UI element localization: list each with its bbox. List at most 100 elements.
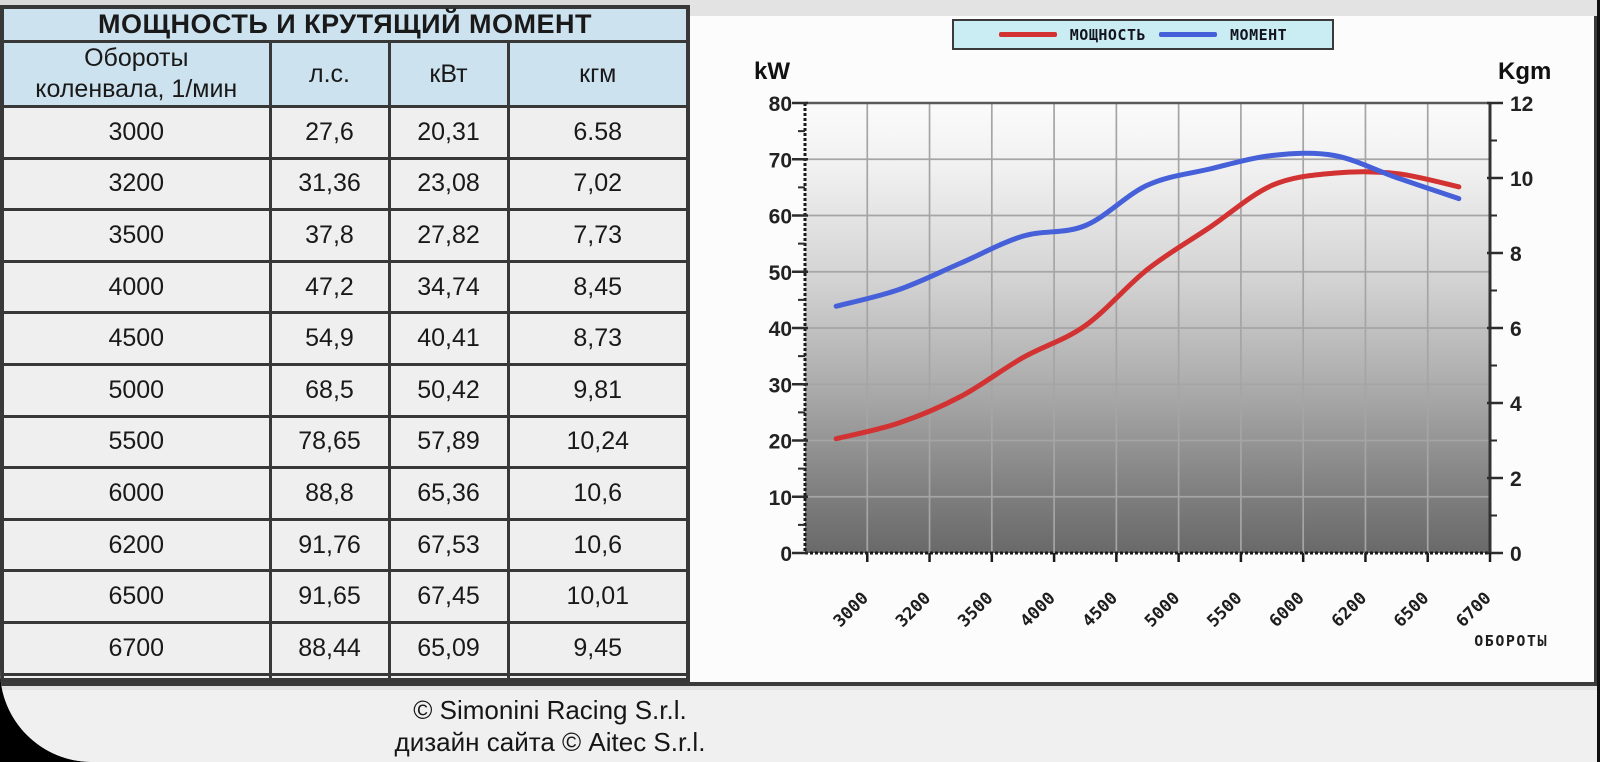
power-torque-chart: 0 10 20 30 40 50 60 70 80 0 2 4 6 8 10 12 3000 3200 3500 40… [754, 58, 1551, 650]
table-cell: 7,73 [506, 208, 690, 263]
x-axis-tick-label: 6000 [1266, 588, 1309, 631]
right-axis-unit-label: Kgm [1498, 58, 1551, 85]
table-cell: 47,2 [268, 259, 391, 315]
table-cell: 78,65 [268, 414, 391, 470]
table-row: 5000 68,5 50,42 9,81 [0, 363, 690, 418]
table-cell: 50,42 [387, 363, 510, 418]
right-axis-tick-label: 6 [1510, 318, 1522, 341]
footer-design-credit: дизайн сайта © Aitec S.r.l. [394, 727, 706, 757]
table-cell: 3000 [0, 105, 272, 160]
left-axis-tick-label: 50 [769, 262, 792, 285]
table-cell: 37,8 [268, 208, 391, 263]
right-axis-tick-label: 10 [1510, 168, 1533, 191]
power-line-swatch [998, 32, 1057, 37]
table-cell [506, 672, 690, 682]
right-axis-tick-label: 4 [1510, 393, 1522, 416]
right-axis-tick-label: 12 [1510, 93, 1533, 116]
right-axis-tick-label: 8 [1510, 243, 1522, 266]
left-axis-tick-label: 80 [769, 93, 792, 116]
content-area: МОЩНОСТЬ И КРУТЯЩИЙ МОМЕНТ Обороты колен… [0, 0, 1597, 686]
power-torque-table: МОЩНОСТЬ И КРУТЯЩИЙ МОМЕНТ Обороты колен… [0, 5, 690, 682]
x-axis-tick-label: 3500 [954, 588, 997, 631]
column-header: л.с. [268, 40, 391, 108]
column-header: Обороты коленвала, 1/мин [0, 40, 272, 108]
torque-line-swatch [1159, 32, 1218, 37]
left-axis-tick-label: 20 [769, 431, 792, 454]
table-cell [268, 672, 391, 682]
table-cell: 10,24 [506, 414, 690, 470]
table-cell: 57,89 [387, 414, 510, 470]
table-cell: 40,41 [387, 311, 510, 367]
left-axis-tick-label: 0 [780, 543, 792, 566]
legend-label: МОЩНОСТЬ [1069, 25, 1147, 44]
right-axis-tick-label: 0 [1510, 543, 1522, 566]
table-row: 6500 91,65 67,45 10,01 [0, 569, 690, 625]
table-cell: 7,02 [506, 156, 690, 212]
left-axis-tick-label: 60 [769, 206, 792, 229]
table-cell: 31,36 [268, 156, 391, 212]
power-curve [833, 169, 1462, 442]
left-axis-tick-label: 10 [769, 487, 792, 510]
table-cell: 23,08 [387, 156, 510, 212]
table-cell: 10,6 [506, 466, 690, 521]
x-axis-tick-label: 4000 [1017, 588, 1060, 631]
table-cell: 68,5 [268, 363, 391, 418]
x-axis-tick-label: 6200 [1328, 588, 1371, 631]
legend-label: МОМЕНТ [1230, 25, 1288, 44]
table-cell: 65,36 [387, 466, 510, 521]
table-cell: 6500 [0, 569, 272, 625]
table-title: МОЩНОСТЬ И КРУТЯЩИЙ МОМЕНТ [0, 5, 690, 43]
table-header-row: Обороты коленвала, 1/мин л.с. кВт кгм [0, 40, 690, 108]
x-axis-tick-label: 5500 [1203, 588, 1246, 631]
table-cell: 88,8 [268, 466, 391, 521]
table-cell: 10,6 [506, 517, 690, 573]
chart-legend: МОЩНОСТЬ МОМЕНТ [952, 19, 1334, 50]
table-cell: 6000 [0, 466, 272, 521]
footer: © Simonini Racing S.r.l. дизайн сайта © … [0, 690, 1597, 762]
footer-copyright: © Simonini Racing S.r.l. [413, 695, 687, 725]
table-cell: 27,6 [268, 105, 391, 160]
table-row: 3500 37,8 27,82 7,73 [0, 208, 690, 263]
table-cell: 6700 [0, 621, 272, 676]
table-cell: 34,74 [387, 259, 510, 315]
table-cell [0, 672, 272, 682]
table-row: 4000 47,2 34,74 8,45 [0, 259, 690, 315]
table-cell: 10,01 [506, 569, 690, 625]
table-title-row: МОЩНОСТЬ И КРУТЯЩИЙ МОМЕНТ [0, 5, 690, 43]
x-axis-tick-label: 3200 [892, 588, 935, 631]
left-axis-tick-label: 70 [769, 149, 792, 172]
x-axis-tick-label: 5000 [1141, 588, 1184, 631]
table-cell: 9,81 [506, 363, 690, 418]
column-header: кВт [387, 40, 510, 108]
table-row: 3200 31,36 23,08 7,02 [0, 156, 690, 212]
x-axis-tick-label: 3000 [830, 588, 873, 631]
table-row: 4500 54,9 40,41 8,73 [0, 311, 690, 367]
table-body: 3000 27,6 20,31 6.58 3200 31,36 23,08 7,02 3500 3… [0, 105, 690, 682]
table-cell: 6200 [0, 517, 272, 573]
table-cell [387, 672, 510, 682]
table-cell: 3500 [0, 208, 272, 263]
x-axis-tick-label: 6700 [1452, 588, 1495, 631]
x-axis-title: ОБОРОТЫ [1474, 632, 1548, 650]
table-row: 6000 88,8 65,36 10,6 [0, 466, 690, 521]
right-axis-tick-label: 2 [1510, 468, 1522, 491]
torque-curve [833, 150, 1462, 309]
power-torque-table-panel: МОЩНОСТЬ И КРУТЯЩИЙ МОМЕНТ Обороты колен… [0, 0, 690, 682]
table-row [0, 672, 690, 682]
table-cell: 4000 [0, 259, 272, 315]
table-row: 3000 27,6 20,31 6.58 [0, 105, 690, 160]
table-cell: 27,82 [387, 208, 510, 263]
left-axis-tick-label: 40 [769, 318, 792, 341]
table-cell: 6.58 [506, 105, 690, 160]
table-cell: 8,73 [506, 311, 690, 367]
column-header: кгм [506, 40, 690, 108]
table-cell: 65,09 [387, 621, 510, 676]
x-axis-tick-label: 4500 [1079, 588, 1122, 631]
footer-text: © Simonini Racing S.r.l. дизайн сайта © … [0, 690, 1100, 758]
table-cell: 9,45 [506, 621, 690, 676]
chart-panel: МОЩНОСТЬ МОМЕНТ 0 10 20 30 40 50 60 70 80 0 2 4 6 8 10 1… [690, 16, 1597, 682]
table-cell: 5500 [0, 414, 272, 470]
table-cell: 91,76 [268, 517, 391, 573]
table-cell: 20,31 [387, 105, 510, 160]
